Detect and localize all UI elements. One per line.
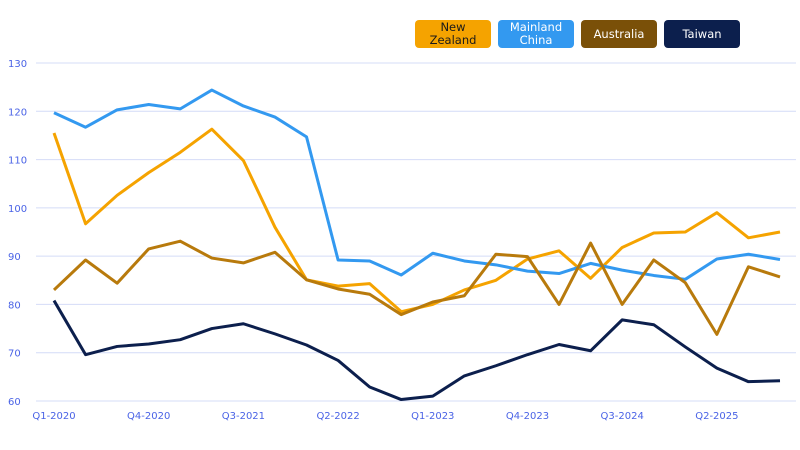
x-tick-label: Q3-2021: [222, 411, 265, 422]
series-line-new-zealand: [52, 127, 781, 314]
y-tick-label: 70: [8, 349, 21, 360]
legend-item-new-zealand[interactable]: New Zealand: [415, 20, 491, 48]
legend-item-taiwan[interactable]: Taiwan: [664, 20, 740, 48]
x-tick-label: Q3-2024: [601, 411, 644, 422]
x-tick-label: Q1-2020: [32, 411, 75, 422]
x-tick-label: Q1-2023: [411, 411, 454, 422]
series-line-mainland-china: [53, 88, 781, 281]
y-tick-label: 120: [8, 107, 27, 118]
y-tick-label: 110: [8, 156, 27, 167]
y-tick-label: 90: [8, 252, 21, 263]
series-line-australia: [52, 239, 781, 336]
series-line-taiwan: [52, 299, 781, 402]
y-tick-label: 60: [8, 397, 21, 408]
y-tick-label: 100: [8, 204, 27, 215]
x-tick-label: Q2-2025: [695, 411, 738, 422]
x-tick-label: Q4-2020: [127, 411, 170, 422]
legend: New Zealand Mainland China Australia Taiwan: [415, 20, 740, 48]
y-tick-label: 130: [8, 59, 27, 70]
legend-item-australia[interactable]: Australia: [581, 20, 657, 48]
x-tick-label: Q4-2023: [506, 411, 549, 422]
legend-item-mainland-china[interactable]: Mainland China: [498, 20, 574, 48]
y-tick-label: 80: [8, 300, 21, 311]
x-tick-label: Q2-2022: [316, 411, 359, 422]
